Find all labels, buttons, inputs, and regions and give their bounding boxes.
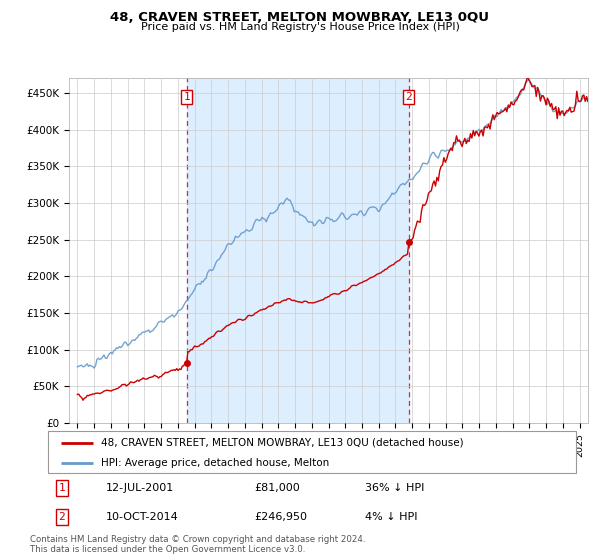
Text: HPI: Average price, detached house, Melton: HPI: Average price, detached house, Melt… — [101, 458, 329, 468]
FancyBboxPatch shape — [48, 431, 576, 473]
Text: £246,950: £246,950 — [254, 512, 307, 522]
Text: 12-JUL-2001: 12-JUL-2001 — [106, 483, 175, 493]
Text: 4% ↓ HPI: 4% ↓ HPI — [365, 512, 418, 522]
Bar — [187, 78, 409, 423]
Text: £81,000: £81,000 — [254, 483, 299, 493]
Text: 2: 2 — [405, 92, 412, 102]
Text: Price paid vs. HM Land Registry's House Price Index (HPI): Price paid vs. HM Land Registry's House … — [140, 22, 460, 32]
Text: 1: 1 — [59, 483, 65, 493]
Text: 48, CRAVEN STREET, MELTON MOWBRAY, LE13 0QU: 48, CRAVEN STREET, MELTON MOWBRAY, LE13 … — [110, 11, 490, 24]
Text: 2: 2 — [59, 512, 65, 522]
Text: 1: 1 — [184, 92, 190, 102]
Text: 36% ↓ HPI: 36% ↓ HPI — [365, 483, 424, 493]
Text: 10-OCT-2014: 10-OCT-2014 — [106, 512, 179, 522]
Text: 48, CRAVEN STREET, MELTON MOWBRAY, LE13 0QU (detached house): 48, CRAVEN STREET, MELTON MOWBRAY, LE13 … — [101, 438, 463, 448]
Text: Contains HM Land Registry data © Crown copyright and database right 2024.
This d: Contains HM Land Registry data © Crown c… — [30, 535, 365, 554]
